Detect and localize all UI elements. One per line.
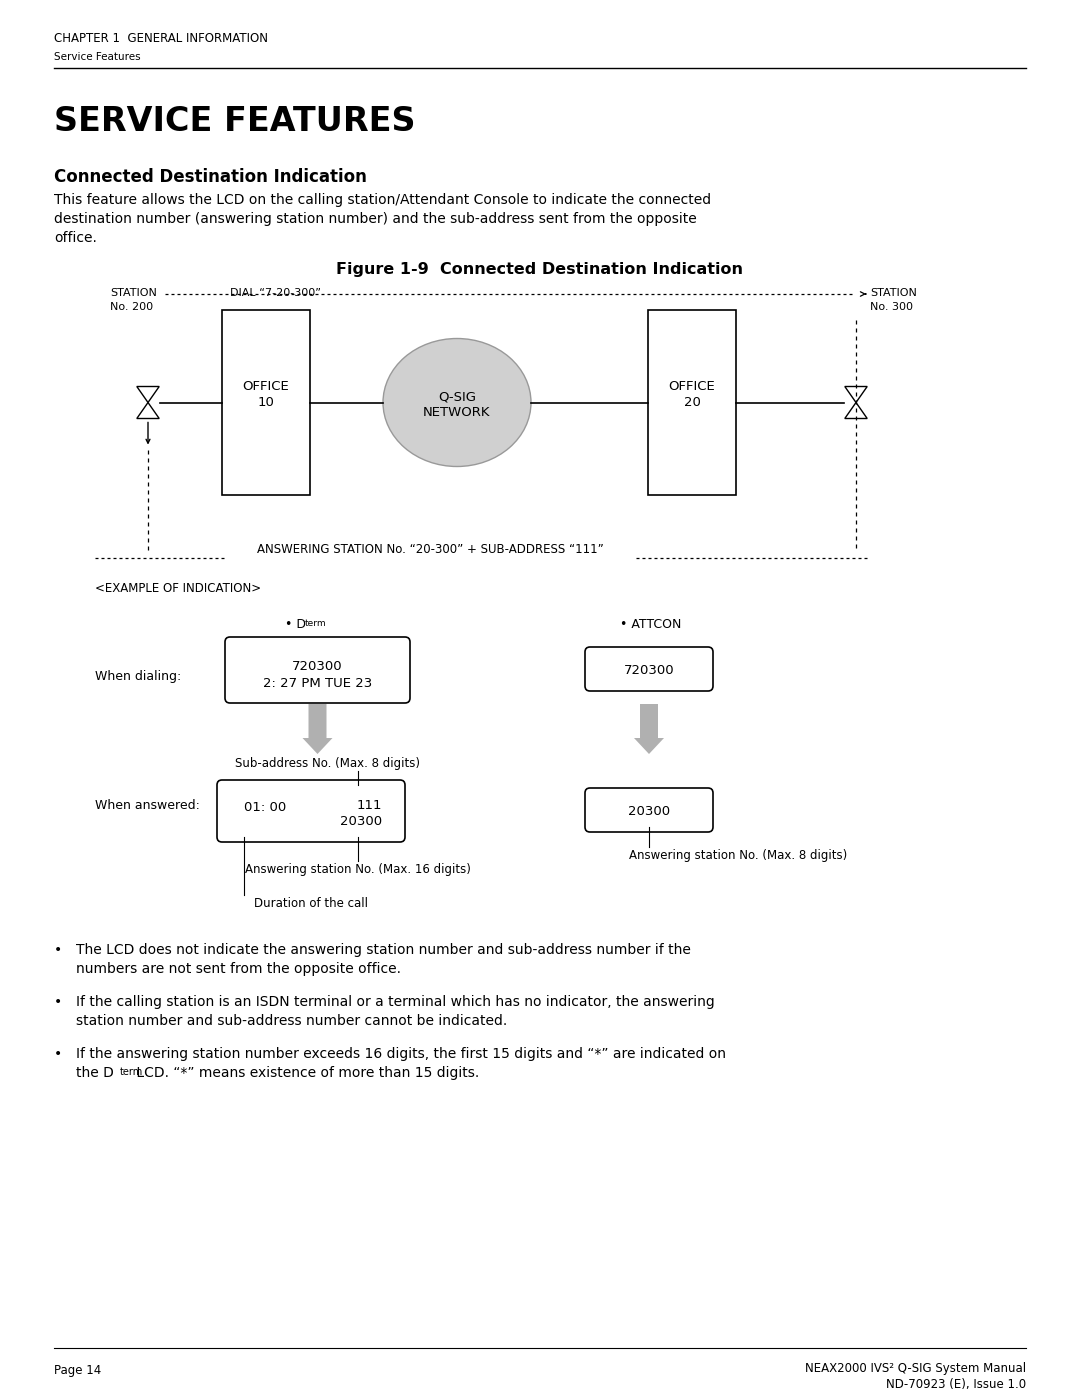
- Text: STATION: STATION: [110, 288, 157, 298]
- Text: Answering station No. (Max. 16 digits): Answering station No. (Max. 16 digits): [245, 863, 471, 876]
- Text: 01: 00: 01: 00: [244, 800, 286, 814]
- Text: SERVICE FEATURES: SERVICE FEATURES: [54, 105, 416, 138]
- Text: OFFICE
10: OFFICE 10: [243, 380, 289, 408]
- Text: numbers are not sent from the opposite office.: numbers are not sent from the opposite o…: [76, 963, 401, 977]
- Text: No. 300: No. 300: [870, 302, 913, 312]
- FancyBboxPatch shape: [585, 788, 713, 833]
- Text: 20300: 20300: [627, 805, 670, 819]
- Text: Duration of the call: Duration of the call: [254, 897, 368, 909]
- Text: LCD. “*” means existence of more than 15 digits.: LCD. “*” means existence of more than 15…: [132, 1066, 480, 1080]
- Text: Service Features: Service Features: [54, 52, 140, 61]
- Text: destination number (answering station number) and the sub-address sent from the : destination number (answering station nu…: [54, 212, 697, 226]
- Text: 2: 27 PM TUE 23: 2: 27 PM TUE 23: [262, 678, 373, 690]
- Text: •: •: [54, 1046, 63, 1060]
- Text: Answering station No. (Max. 8 digits): Answering station No. (Max. 8 digits): [629, 849, 847, 862]
- Text: Figure 1-9  Connected Destination Indication: Figure 1-9 Connected Destination Indicat…: [337, 263, 743, 277]
- Text: office.: office.: [54, 231, 97, 244]
- Text: When dialing:: When dialing:: [95, 671, 181, 683]
- Bar: [222, 310, 310, 495]
- Text: 720300: 720300: [623, 664, 674, 678]
- Text: The LCD does not indicate the answering station number and sub-address number if: The LCD does not indicate the answering …: [76, 943, 691, 957]
- Text: Page 14: Page 14: [54, 1363, 102, 1377]
- FancyBboxPatch shape: [225, 637, 410, 703]
- Text: If the answering station number exceeds 16 digits, the first 15 digits and “*” a: If the answering station number exceeds …: [76, 1046, 726, 1060]
- Text: • ATTCON: • ATTCON: [620, 617, 681, 631]
- Text: term: term: [120, 1067, 144, 1077]
- Text: NEAX2000 IVS² Q-SIG System Manual: NEAX2000 IVS² Q-SIG System Manual: [805, 1362, 1026, 1375]
- Text: CHAPTER 1  GENERAL INFORMATION: CHAPTER 1 GENERAL INFORMATION: [54, 32, 268, 45]
- Text: Sub-address No. (Max. 8 digits): Sub-address No. (Max. 8 digits): [235, 757, 420, 770]
- Text: <EXAMPLE OF INDICATION>: <EXAMPLE OF INDICATION>: [95, 583, 261, 595]
- Text: 20300: 20300: [340, 814, 382, 828]
- Text: • D: • D: [285, 617, 306, 631]
- Text: Q-SIG
NETWORK: Q-SIG NETWORK: [423, 391, 490, 419]
- Text: If the calling station is an ISDN terminal or a terminal which has no indicator,: If the calling station is an ISDN termin…: [76, 995, 715, 1009]
- Text: When answered:: When answered:: [95, 799, 200, 812]
- Text: 720300: 720300: [293, 659, 342, 673]
- Ellipse shape: [383, 338, 531, 467]
- FancyBboxPatch shape: [217, 780, 405, 842]
- Text: ANSWERING STATION No. “20-300” + SUB-ADDRESS “111”: ANSWERING STATION No. “20-300” + SUB-ADD…: [257, 543, 604, 556]
- Polygon shape: [302, 704, 333, 754]
- Polygon shape: [634, 704, 664, 754]
- FancyBboxPatch shape: [585, 647, 713, 692]
- Text: •: •: [54, 995, 63, 1009]
- Text: the D: the D: [76, 1066, 113, 1080]
- Text: station number and sub-address number cannot be indicated.: station number and sub-address number ca…: [76, 1014, 508, 1028]
- Bar: [648, 310, 735, 495]
- Text: •: •: [54, 943, 63, 957]
- Text: This feature allows the LCD on the calling station/Attendant Console to indicate: This feature allows the LCD on the calli…: [54, 193, 711, 207]
- Text: 111: 111: [356, 799, 382, 812]
- Text: term: term: [305, 619, 326, 629]
- Text: Connected Destination Indication: Connected Destination Indication: [54, 168, 367, 186]
- Text: OFFICE
20: OFFICE 20: [669, 380, 715, 408]
- Text: STATION: STATION: [870, 288, 917, 298]
- Text: ND-70923 (E), Issue 1.0: ND-70923 (E), Issue 1.0: [886, 1377, 1026, 1391]
- Text: No. 200: No. 200: [110, 302, 153, 312]
- Text: DIAL “7-20-300”: DIAL “7-20-300”: [230, 288, 321, 298]
